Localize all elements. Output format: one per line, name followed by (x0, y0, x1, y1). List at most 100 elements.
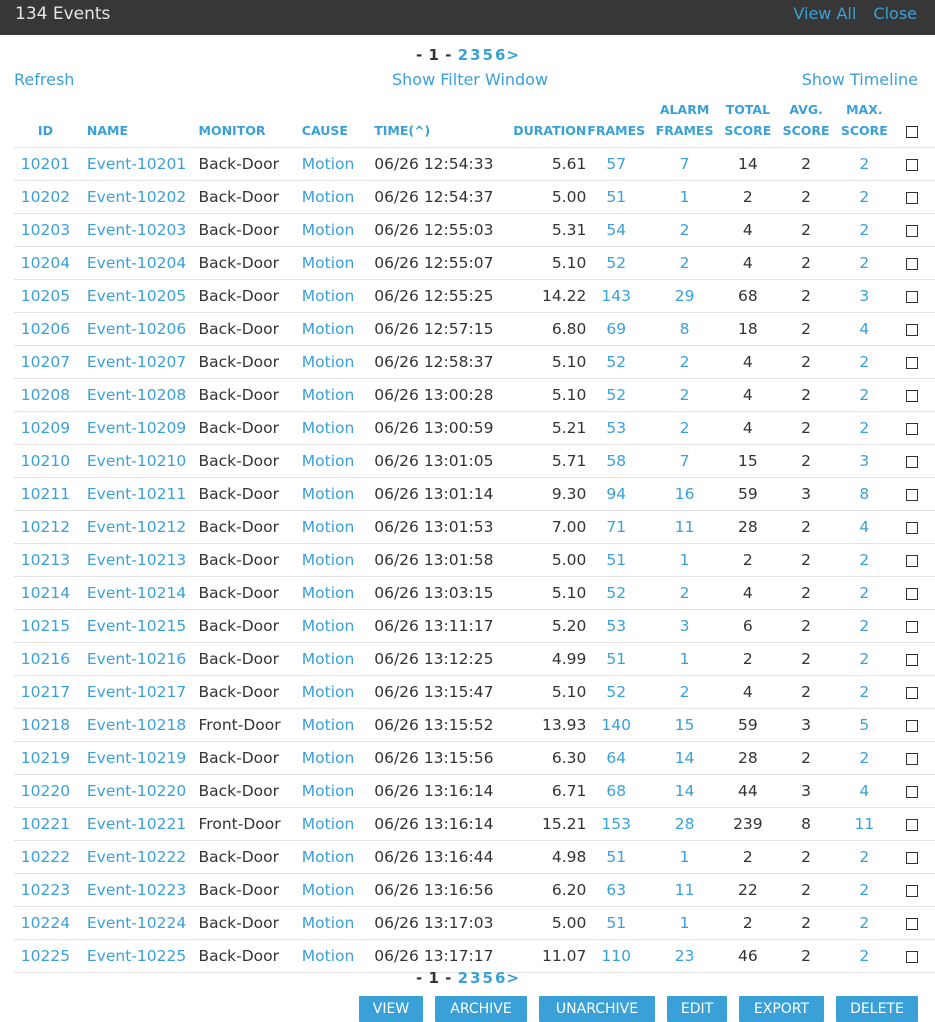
event-id-link[interactable]: 10220 (14, 774, 77, 808)
row-checkbox[interactable] (906, 752, 919, 765)
page-link-2[interactable]: 2 (457, 46, 469, 64)
max-score-link[interactable]: 2 (839, 576, 890, 610)
cause-link[interactable]: Motion (291, 279, 365, 313)
row-checkbox[interactable] (906, 488, 919, 501)
row-checkbox[interactable] (906, 191, 919, 204)
alarm-frames-link[interactable]: 14 (646, 741, 724, 775)
row-checkbox[interactable] (906, 224, 919, 237)
frames-link[interactable]: 110 (586, 939, 647, 973)
frames-link[interactable]: 52 (586, 576, 647, 610)
row-checkbox[interactable] (906, 455, 919, 468)
frames-link[interactable]: 53 (586, 609, 647, 643)
cause-link[interactable]: Motion (291, 609, 365, 643)
cause-link[interactable]: Motion (291, 873, 365, 907)
frames-link[interactable]: 51 (586, 906, 647, 940)
event-id-link[interactable]: 10217 (14, 675, 77, 709)
event-name-link[interactable]: Event-10221 (76, 807, 189, 841)
col-id[interactable]: ID (37, 123, 53, 138)
page-link-3[interactable]: 3 (470, 46, 481, 64)
alarm-frames-link[interactable]: 23 (646, 939, 724, 973)
event-id-link[interactable]: 10201 (14, 147, 77, 181)
alarm-frames-link[interactable]: 29 (646, 279, 724, 313)
alarm-frames-link[interactable]: 2 (646, 675, 724, 709)
frames-link[interactable]: 53 (586, 411, 647, 445)
max-score-link[interactable]: 2 (839, 675, 890, 709)
next-page-link[interactable]: > (506, 46, 519, 64)
max-score-link[interactable]: 2 (839, 741, 890, 775)
event-name-link[interactable]: Event-10224 (76, 906, 189, 940)
frames-link[interactable]: 94 (586, 477, 647, 511)
event-id-link[interactable]: 10206 (14, 312, 77, 346)
row-checkbox[interactable] (906, 818, 919, 831)
frames-link[interactable]: 58 (586, 444, 647, 478)
cause-link[interactable]: Motion (291, 906, 365, 940)
page-link-3[interactable]: 3 (470, 969, 481, 987)
max-score-link[interactable]: 8 (839, 477, 890, 511)
cause-link[interactable]: Motion (291, 477, 365, 511)
alarm-frames-link[interactable]: 1 (646, 642, 724, 676)
max-score-link[interactable]: 2 (839, 840, 890, 874)
view-all-link[interactable]: View All (793, 4, 857, 23)
export-button[interactable]: EXPORT (739, 996, 824, 1022)
alarm-frames-link[interactable]: 8 (646, 312, 724, 346)
col-monitor[interactable]: MONITOR (198, 123, 266, 138)
event-id-link[interactable]: 10223 (14, 873, 77, 907)
page-link-6[interactable]: 6 (494, 969, 506, 987)
cause-link[interactable]: Motion (291, 741, 365, 775)
cause-link[interactable]: Motion (291, 312, 365, 346)
max-score-link[interactable]: 3 (839, 279, 890, 313)
row-checkbox[interactable] (906, 917, 919, 930)
row-checkbox[interactable] (906, 389, 919, 402)
next-page-link[interactable]: > (506, 969, 519, 987)
row-checkbox[interactable] (906, 356, 919, 369)
cause-link[interactable]: Motion (291, 180, 365, 214)
max-score-link[interactable]: 2 (839, 411, 890, 445)
alarm-frames-link[interactable]: 2 (646, 411, 724, 445)
event-id-link[interactable]: 10221 (14, 807, 77, 841)
event-name-link[interactable]: Event-10206 (76, 312, 189, 346)
max-score-link[interactable]: 2 (839, 180, 890, 214)
view-button[interactable]: VIEW (359, 996, 423, 1022)
event-name-link[interactable]: Event-10225 (76, 939, 189, 973)
alarm-frames-link[interactable]: 1 (646, 180, 724, 214)
col-max-score[interactable]: MAX. SCORE (840, 95, 890, 148)
event-name-link[interactable]: Event-10204 (76, 246, 189, 280)
event-name-link[interactable]: Event-10201 (76, 147, 189, 181)
select-all-checkbox[interactable] (906, 125, 919, 138)
row-checkbox[interactable] (906, 521, 919, 534)
cause-link[interactable]: Motion (291, 708, 365, 742)
cause-link[interactable]: Motion (291, 675, 365, 709)
event-id-link[interactable]: 10218 (14, 708, 77, 742)
frames-link[interactable]: 140 (586, 708, 647, 742)
frames-link[interactable]: 63 (586, 873, 647, 907)
frames-link[interactable]: 71 (586, 510, 647, 544)
event-id-link[interactable]: 10210 (14, 444, 77, 478)
cause-link[interactable]: Motion (291, 345, 365, 379)
alarm-frames-link[interactable]: 15 (646, 708, 724, 742)
alarm-frames-link[interactable]: 7 (646, 147, 724, 181)
event-name-link[interactable]: Event-10220 (76, 774, 189, 808)
alarm-frames-link[interactable]: 11 (646, 510, 724, 544)
frames-link[interactable]: 143 (586, 279, 647, 313)
alarm-frames-link[interactable]: 14 (646, 774, 724, 808)
event-id-link[interactable]: 10203 (14, 213, 77, 247)
max-score-link[interactable]: 2 (839, 378, 890, 412)
frames-link[interactable]: 52 (586, 345, 647, 379)
event-name-link[interactable]: Event-10223 (76, 873, 189, 907)
event-name-link[interactable]: Event-10212 (76, 510, 189, 544)
cause-link[interactable]: Motion (291, 840, 365, 874)
event-name-link[interactable]: Event-10205 (76, 279, 189, 313)
cause-link[interactable]: Motion (291, 807, 365, 841)
cause-link[interactable]: Motion (291, 246, 365, 280)
max-score-link[interactable]: 3 (839, 444, 890, 478)
frames-link[interactable]: 52 (586, 246, 647, 280)
alarm-frames-link[interactable]: 16 (646, 477, 724, 511)
max-score-link[interactable]: 4 (839, 510, 890, 544)
alarm-frames-link[interactable]: 7 (646, 444, 724, 478)
event-id-link[interactable]: 10213 (14, 543, 77, 577)
page-link-6[interactable]: 6 (494, 46, 506, 64)
event-name-link[interactable]: Event-10207 (76, 345, 189, 379)
max-score-link[interactable]: 2 (839, 543, 890, 577)
event-id-link[interactable]: 10202 (14, 180, 77, 214)
event-id-link[interactable]: 10215 (14, 609, 77, 643)
